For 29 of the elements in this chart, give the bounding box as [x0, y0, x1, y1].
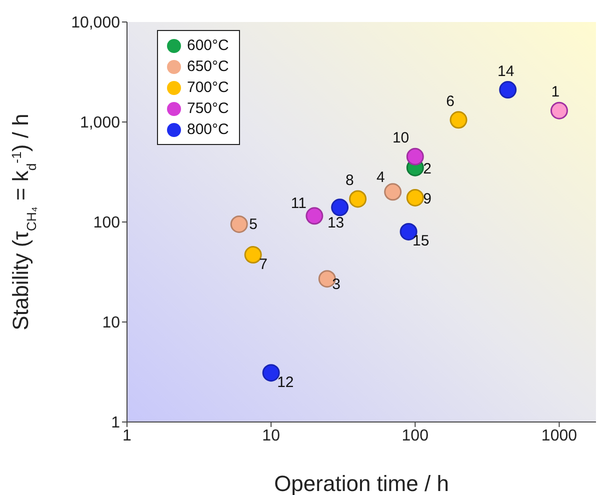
annotation: 10	[392, 130, 410, 147]
annotation: 4	[376, 168, 385, 186]
annotation: 6	[446, 92, 455, 110]
annotation: 13	[327, 214, 344, 232]
annotation: 2	[423, 160, 432, 178]
annotation: 14	[498, 62, 514, 80]
x-tick-label: 1000	[541, 427, 578, 444]
y-tick-label: 100	[93, 214, 120, 232]
annotation: 1	[551, 84, 560, 101]
y-tick-label: 10	[102, 314, 120, 332]
annotation: 9	[423, 190, 432, 208]
x-tick-label: 10	[262, 427, 280, 444]
annotation: 3	[332, 276, 340, 293]
legend-label: 600°C	[187, 36, 229, 56]
annotation: 15	[412, 232, 430, 250]
x-tick-label: 100	[402, 427, 429, 444]
annotation: 7	[259, 256, 268, 273]
x-tick-label: 1	[122, 427, 132, 444]
annotation: 11	[290, 194, 306, 212]
legend-label: 750°C	[187, 99, 229, 119]
annotation: 8	[345, 172, 354, 189]
legend-label: 650°C	[187, 57, 229, 77]
y-tick-label: 1,000	[80, 114, 120, 132]
annotation: 12	[277, 374, 294, 391]
annotation: 5	[249, 216, 258, 234]
y-tick-label: 1	[111, 414, 120, 432]
y-tick-label: 10,000	[71, 14, 120, 32]
legend-label: 700°C	[187, 78, 229, 98]
legend-label: 800°C	[187, 120, 229, 140]
